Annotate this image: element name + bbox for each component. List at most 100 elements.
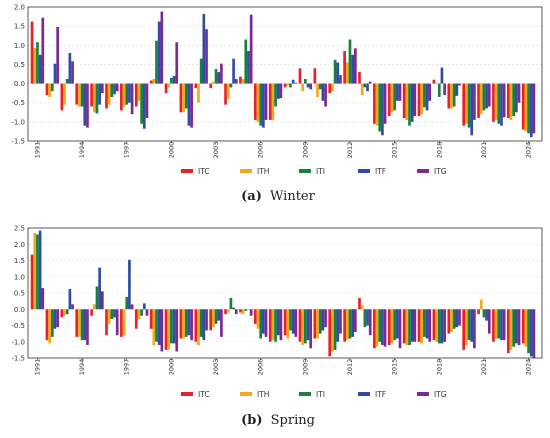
- winter-y-tick-label: -1.5: [11, 138, 25, 146]
- spring-bar-iti: [81, 309, 84, 340]
- winter-bar-ith: [376, 84, 379, 126]
- winter-bar-itf: [381, 84, 384, 136]
- winter-bar-ith: [33, 48, 36, 84]
- spring-bar-itf: [262, 309, 265, 333]
- spring-bar-iti: [200, 309, 203, 337]
- spring-bar-itc: [373, 309, 376, 348]
- spring-legend-label-itc: ITC: [198, 390, 210, 399]
- winter-bar-iti: [244, 40, 247, 84]
- spring-bar-ith: [257, 309, 260, 329]
- winter-bar-itg: [458, 84, 461, 86]
- winter-bar-ith: [197, 84, 200, 103]
- spring-bar-itf: [232, 308, 235, 310]
- winter-bar-iti: [334, 60, 337, 84]
- spring-bar-itf: [396, 309, 399, 338]
- winter-bar-itc: [61, 84, 64, 111]
- winter-bar-itc: [209, 84, 212, 89]
- winter-x-tick-label: 1997: [123, 142, 131, 159]
- winter-bar-itf: [173, 76, 176, 84]
- winter-bar-itc: [299, 68, 302, 83]
- winter-legend-swatch-itf: [358, 169, 370, 173]
- spring-bar-iti: [140, 309, 143, 316]
- winter-bar-itg: [384, 84, 387, 124]
- spring-bar-ith: [525, 309, 528, 346]
- spring-bar-itg: [384, 309, 387, 346]
- winter-bar-iti: [230, 84, 233, 88]
- spring-bar-iti: [349, 309, 352, 338]
- spring-bar-itf: [39, 231, 42, 310]
- winter-bar-ith: [331, 84, 334, 92]
- winter-bar-itg: [443, 84, 446, 95]
- spring-bar-itc: [403, 309, 406, 343]
- spring-bar-itf: [202, 309, 205, 340]
- spring-y-tick-label: -1.5: [11, 355, 25, 363]
- spring-bar-iti: [364, 309, 367, 327]
- spring-bar-ith: [420, 309, 423, 343]
- spring-bar-itg: [518, 309, 521, 345]
- spring-bar-itc: [254, 309, 257, 324]
- spring-bar-itc: [328, 309, 331, 356]
- spring-bar-itg: [414, 309, 417, 342]
- winter-bar-itc: [314, 68, 317, 83]
- spring-x-tick-label: 1991: [33, 359, 41, 376]
- winter-bar-itf: [426, 84, 429, 111]
- spring-bar-iti: [51, 309, 54, 337]
- spring-y-tick-label: 1.5: [14, 257, 25, 265]
- spring-bar-ith: [227, 309, 230, 312]
- winter-bar-iti: [36, 42, 39, 83]
- spring-bar-iti: [378, 309, 381, 342]
- winter-bar-iti: [274, 84, 277, 107]
- winter-bar-itg: [175, 42, 178, 83]
- spring-bar-ith: [93, 304, 96, 309]
- spring-bar-iti: [230, 298, 233, 309]
- winter-bar-iti: [378, 84, 381, 132]
- spring-bar-itg: [503, 309, 506, 340]
- spring-bar-itg: [458, 309, 461, 325]
- winter-legend-label-itc: ITC: [198, 167, 210, 176]
- winter-bar-iti: [438, 84, 441, 97]
- spring-bar-ith: [316, 309, 319, 338]
- spring-bar-itf: [143, 303, 146, 309]
- winter-bar-itc: [224, 84, 227, 105]
- spring-bar-itg: [56, 309, 59, 327]
- spring-bar-itg: [280, 309, 283, 340]
- spring-bar-iti: [497, 309, 500, 338]
- spring-bar-itc: [418, 309, 421, 342]
- spring-bar-itc: [61, 309, 64, 317]
- winter-bar-itc: [150, 81, 153, 84]
- spring-bar-ith: [33, 233, 36, 309]
- winter-bar-ith: [108, 84, 111, 105]
- winter-bar-itf: [530, 84, 533, 138]
- winter-bar-itc: [388, 84, 391, 117]
- spring-legend-swatch-itc: [181, 392, 193, 396]
- spring-bar-itg: [205, 309, 208, 330]
- winter-bar-itf: [336, 63, 339, 84]
- winter-bar-itg: [71, 61, 74, 83]
- winter-bar-iti: [319, 84, 322, 90]
- winter-bar-iti: [483, 84, 486, 111]
- spring-y-tick-label: 2.0: [14, 241, 25, 249]
- spring-bar-itc: [150, 309, 153, 329]
- winter-y-tick-label: -0.5: [11, 99, 25, 107]
- winter-bar-itf: [217, 72, 220, 83]
- spring-bar-itc: [433, 309, 436, 340]
- spring-bar-itc: [180, 309, 183, 338]
- spring-bar-ith: [197, 309, 200, 345]
- winter-y-tick-label: -1.0: [11, 118, 25, 126]
- spring-bar-iti: [453, 309, 456, 329]
- winter-bar-ith: [123, 84, 126, 107]
- spring-bar-itg: [265, 309, 268, 337]
- winter-bar-itc: [180, 84, 183, 113]
- winter-bar-itf: [277, 84, 280, 99]
- winter-bar-iti: [111, 84, 114, 97]
- spring-bar-itg: [116, 309, 119, 335]
- winter-bar-ith: [510, 84, 513, 120]
- winter-bar-itf: [441, 67, 444, 83]
- winter-bar-ith: [405, 84, 408, 120]
- spring-bar-iti: [66, 309, 69, 314]
- spring-bar-itg: [369, 309, 372, 335]
- winter-bar-itg: [518, 84, 521, 103]
- spring-bar-itg: [250, 309, 253, 316]
- winter-x-tick-label: 2012: [346, 142, 354, 159]
- winter-bar-itc: [239, 77, 242, 84]
